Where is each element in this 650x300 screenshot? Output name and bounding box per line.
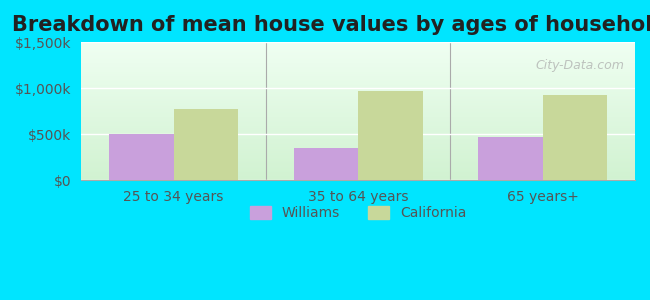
Bar bbox=[294, 148, 358, 180]
Bar bbox=[174, 109, 238, 180]
Bar bbox=[543, 95, 607, 180]
Bar bbox=[109, 134, 174, 180]
Legend: Williams, California: Williams, California bbox=[244, 201, 472, 226]
Bar bbox=[109, 134, 174, 180]
Bar bbox=[543, 95, 607, 180]
Bar bbox=[174, 109, 238, 180]
Bar bbox=[358, 92, 422, 180]
Bar bbox=[358, 92, 422, 180]
Bar bbox=[478, 137, 543, 180]
Bar bbox=[478, 137, 543, 180]
Bar bbox=[294, 148, 358, 180]
Title: Breakdown of mean house values by ages of householders: Breakdown of mean house values by ages o… bbox=[12, 15, 650, 35]
Text: City-Data.com: City-Data.com bbox=[536, 59, 624, 72]
